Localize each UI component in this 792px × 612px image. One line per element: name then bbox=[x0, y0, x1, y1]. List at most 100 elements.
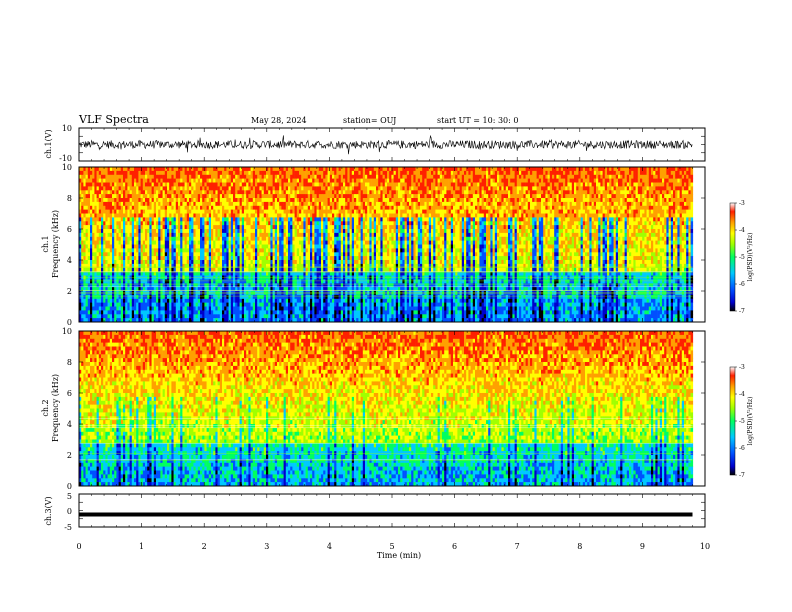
spectrogram-cell bbox=[136, 314, 139, 319]
spectrogram-cell bbox=[142, 260, 146, 265]
spectrogram-cell bbox=[290, 294, 293, 300]
spectrogram-cell bbox=[336, 201, 339, 207]
spectrogram-cell bbox=[312, 318, 315, 323]
spectrogram-cell bbox=[87, 190, 91, 195]
spectrogram-cell bbox=[140, 186, 144, 191]
spectrogram-cell bbox=[171, 225, 174, 230]
spectrogram-cell bbox=[197, 279, 201, 284]
spectrogram-cell bbox=[189, 318, 192, 323]
spectrogram-cell bbox=[329, 256, 333, 261]
spectrogram-cell bbox=[103, 298, 106, 303]
spectrogram-cell bbox=[184, 248, 188, 253]
spectrogram-cell bbox=[140, 314, 144, 319]
spectrogram-cell bbox=[116, 170, 119, 176]
spectrogram-cell bbox=[206, 271, 210, 276]
spectrogram-cell bbox=[285, 170, 289, 176]
spectrogram-cell bbox=[261, 178, 265, 183]
spectrogram-cell bbox=[208, 302, 212, 307]
spectrogram-cell bbox=[142, 194, 146, 199]
spectrogram-cell bbox=[145, 248, 148, 253]
spectrogram-cell bbox=[281, 229, 284, 234]
spectrogram-cell bbox=[252, 209, 256, 214]
spectrogram-cell bbox=[103, 170, 106, 176]
spectrogram-cell bbox=[290, 178, 293, 183]
spectrogram-cell bbox=[81, 318, 84, 323]
spectrogram-cell bbox=[248, 225, 251, 230]
spectrogram-cell bbox=[266, 283, 269, 288]
spectrogram-cell bbox=[281, 302, 284, 307]
spectrogram-cell bbox=[329, 310, 333, 315]
spectrogram-cell bbox=[301, 170, 304, 176]
spectrogram-cell bbox=[288, 186, 291, 191]
spectrogram-cell bbox=[257, 314, 260, 319]
spectrogram-cell bbox=[206, 178, 210, 183]
spectrogram-cell bbox=[244, 170, 247, 176]
spectrogram-cell bbox=[270, 217, 273, 222]
spectrogram-cell bbox=[127, 314, 130, 319]
spectrogram-cell bbox=[151, 302, 155, 307]
spectrogram-cell bbox=[336, 271, 339, 276]
spectrogram-cell bbox=[193, 170, 196, 176]
spectrogram-cell bbox=[81, 178, 84, 183]
spectrogram-cell bbox=[134, 267, 137, 272]
spectrogram-cell bbox=[87, 256, 91, 261]
spectrogram-cell bbox=[299, 240, 302, 245]
ch1-waveform-panel: 10 -10 ch.1(V) bbox=[44, 124, 706, 163]
spectrogram-cell bbox=[204, 287, 207, 292]
spectrogram-cell bbox=[112, 190, 115, 195]
spectrogram-cell bbox=[81, 291, 84, 296]
spectrogram-cell bbox=[270, 244, 273, 249]
spectrogram-cell bbox=[283, 182, 287, 187]
spectrogram-cell bbox=[325, 252, 328, 257]
spectrogram-cell bbox=[314, 190, 317, 195]
spectrogram-cell bbox=[340, 209, 344, 214]
spectrogram-cell bbox=[98, 318, 102, 323]
spectrogram-cell bbox=[222, 244, 225, 249]
spectrogram-cell bbox=[224, 236, 227, 241]
spectrogram-cell bbox=[96, 194, 100, 199]
spectrogram-cell bbox=[160, 186, 163, 191]
spectrogram-cell bbox=[81, 314, 84, 319]
spectrogram-cell bbox=[193, 186, 196, 191]
spectrogram-cell bbox=[147, 221, 150, 226]
spectrogram-cell bbox=[233, 167, 236, 172]
ch1-waveform-ylabel: ch.1(V) bbox=[44, 129, 53, 158]
spectrogram-cell bbox=[193, 294, 196, 300]
spectrogram-cell bbox=[261, 306, 265, 311]
spectrogram-cell bbox=[268, 314, 271, 319]
spectrogram-cell bbox=[134, 190, 137, 195]
spectrogram-cell bbox=[193, 306, 196, 311]
spectrogram-cell bbox=[162, 167, 166, 172]
spectrogram-cell bbox=[294, 294, 298, 300]
spectrogram-cell bbox=[206, 287, 210, 292]
spectrogram-cell bbox=[202, 267, 205, 272]
spectrogram-cell bbox=[197, 198, 201, 203]
spectrogram-cell bbox=[81, 302, 84, 307]
spectrogram-cell bbox=[127, 310, 130, 315]
spectrogram-cell bbox=[241, 287, 245, 292]
spectrogram-cell bbox=[189, 182, 192, 187]
spectrogram-cell bbox=[292, 240, 295, 245]
spectrogram-cell bbox=[180, 217, 183, 222]
spectrogram-cell bbox=[98, 182, 102, 187]
spectrogram-cell bbox=[142, 244, 146, 249]
spectrogram-cell bbox=[202, 271, 205, 276]
spectrogram-cell bbox=[296, 205, 300, 210]
spectrogram-cell bbox=[156, 256, 159, 261]
spectrogram-cell bbox=[145, 209, 148, 214]
spectrogram-cell bbox=[107, 232, 111, 238]
spectrogram-cell bbox=[156, 213, 159, 218]
spectrogram-cell bbox=[316, 221, 320, 226]
spectrogram-cell bbox=[237, 209, 240, 214]
spectrogram-cell bbox=[101, 174, 104, 179]
spectrogram-cell bbox=[134, 283, 137, 288]
spectrogram-cell bbox=[167, 306, 170, 311]
spectrogram-cell bbox=[230, 205, 234, 210]
spectrogram-cell bbox=[228, 294, 232, 300]
spectrogram-cell bbox=[230, 248, 234, 253]
spectrogram-cell bbox=[257, 244, 260, 249]
spectrogram-cell bbox=[134, 232, 137, 238]
spectrogram-cell bbox=[239, 306, 243, 311]
spectrogram-cell bbox=[277, 229, 280, 234]
spectrogram-cell bbox=[299, 194, 302, 199]
